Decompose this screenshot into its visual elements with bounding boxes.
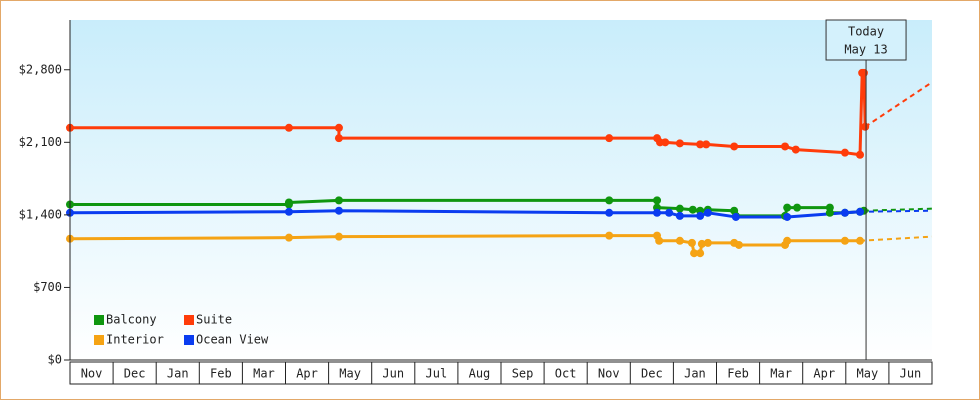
- price-point: [690, 249, 699, 258]
- price-point: [605, 196, 614, 205]
- price-point: [655, 236, 664, 245]
- legend-swatch: [184, 335, 194, 345]
- price-point: [661, 138, 670, 147]
- x-tick-label: Aug: [469, 367, 491, 381]
- price-point: [856, 236, 865, 245]
- price-point: [653, 208, 662, 217]
- price-point: [665, 208, 674, 217]
- price-point: [653, 196, 662, 205]
- price-point: [781, 142, 790, 151]
- price-point: [783, 236, 792, 245]
- price-point: [284, 198, 293, 207]
- x-tick-label: Jan: [684, 367, 706, 381]
- plot-area: [70, 20, 932, 360]
- x-tick-label: Feb: [210, 367, 232, 381]
- price-point: [688, 205, 697, 214]
- today-box: [825, 19, 907, 61]
- price-point: [703, 208, 712, 217]
- price-point: [334, 206, 343, 215]
- x-tick-label: Mar: [770, 367, 792, 381]
- legend-label: Ocean View: [196, 333, 269, 347]
- price-point: [334, 196, 343, 205]
- x-tick-label: Jan: [167, 367, 189, 381]
- forecast-line: [859, 235, 933, 242]
- x-tick-label: Dec: [641, 367, 663, 381]
- price-point: [840, 208, 849, 217]
- price-point: [675, 211, 684, 220]
- legend-label: Interior: [106, 333, 164, 347]
- today-label: Today: [848, 25, 884, 39]
- y-tick-label: $0: [48, 353, 62, 367]
- price-point: [284, 123, 293, 132]
- legend-swatch: [184, 315, 194, 325]
- x-tick-label: Apr: [296, 367, 318, 381]
- x-tick-label: May: [857, 367, 879, 381]
- price-point: [840, 236, 849, 245]
- price-point: [696, 211, 705, 220]
- price-point: [284, 233, 293, 242]
- price-point: [856, 150, 865, 159]
- forecast-line: [860, 209, 933, 213]
- price-point: [840, 148, 849, 157]
- y-tick-label: $2,100: [19, 135, 62, 149]
- x-tick-label: Sep: [512, 367, 534, 381]
- x-tick-label: Jun: [900, 367, 922, 381]
- x-tick-label: May: [339, 367, 361, 381]
- price-point: [702, 140, 711, 149]
- x-tick-label: Apr: [813, 367, 835, 381]
- price-point: [731, 212, 740, 221]
- price-point: [825, 208, 834, 217]
- price-point: [605, 231, 614, 240]
- price-point: [859, 68, 868, 77]
- price-point: [791, 145, 800, 154]
- x-tick-label: Nov: [81, 367, 103, 381]
- price-point: [334, 134, 343, 143]
- x-tick-label: Oct: [555, 367, 577, 381]
- price-point: [334, 123, 343, 132]
- price-point: [783, 212, 792, 221]
- x-tick-label: Jul: [426, 367, 448, 381]
- forecast-line: [864, 81, 933, 128]
- legend-swatch: [94, 315, 104, 325]
- x-tick-label: Mar: [253, 367, 275, 381]
- price-point: [334, 232, 343, 241]
- price-point: [783, 203, 792, 212]
- price-point: [861, 122, 870, 131]
- y-tick-label: $700: [33, 280, 62, 294]
- x-tick-label: Nov: [598, 367, 620, 381]
- price-point: [284, 207, 293, 216]
- x-tick-label: Feb: [727, 367, 749, 381]
- x-tick-label: Dec: [124, 367, 146, 381]
- price-point: [697, 239, 706, 248]
- price-point: [793, 203, 802, 212]
- price-point: [696, 249, 705, 258]
- price-point: [605, 134, 614, 143]
- price-point: [730, 142, 739, 151]
- price-point: [675, 204, 684, 213]
- y-tick-label: $2,800: [19, 62, 62, 76]
- price-point: [687, 238, 696, 247]
- price-point: [605, 208, 614, 217]
- legend-swatch: [94, 335, 104, 345]
- price-point: [734, 240, 743, 249]
- forecast-line: [863, 207, 933, 212]
- price-point: [696, 140, 705, 149]
- today-date: May 13: [844, 43, 887, 57]
- price-point: [856, 207, 865, 216]
- price-point: [675, 139, 684, 148]
- legend-label: Balcony: [106, 313, 157, 327]
- legend-label: Suite: [196, 313, 232, 327]
- price-point: [675, 236, 684, 245]
- y-tick-label: $1,400: [19, 207, 62, 221]
- price-point: [703, 238, 712, 247]
- x-tick-label: Jun: [382, 367, 404, 381]
